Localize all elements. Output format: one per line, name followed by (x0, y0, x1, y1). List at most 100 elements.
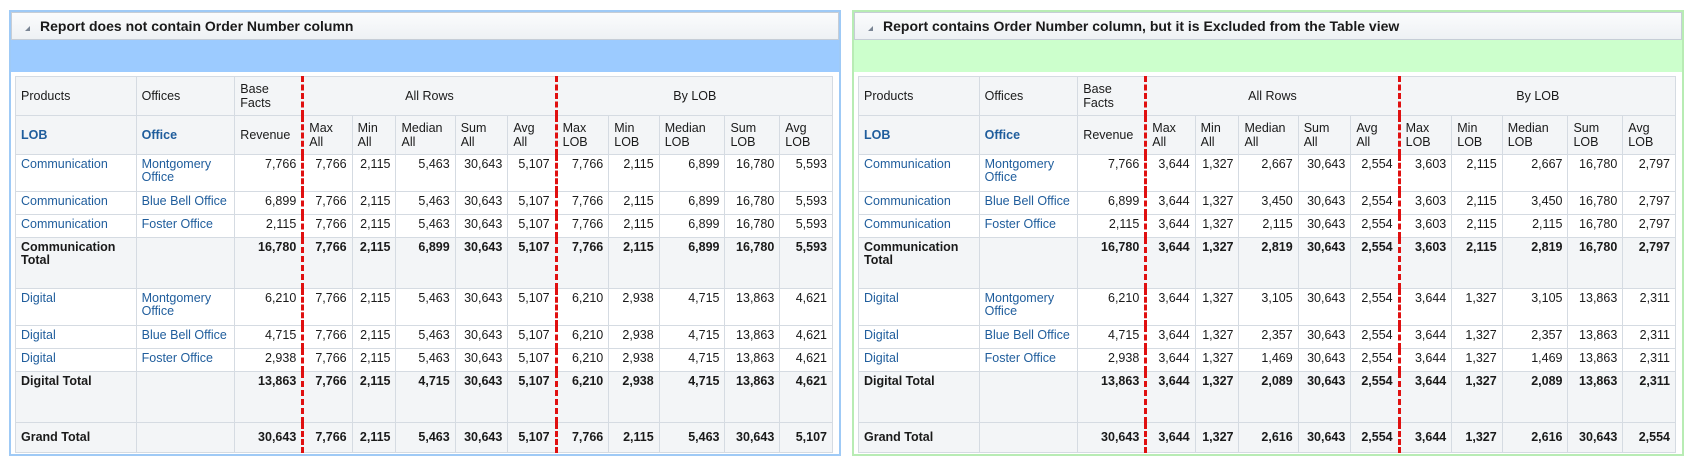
office-link[interactable]: Blue Bell Office (978, 191, 1079, 215)
value-cell: 2,554 (1350, 371, 1400, 423)
total-row: Communication Total 16,780 7,766 2,115 6,899… (15, 237, 833, 289)
office-link[interactable]: Foster Office (135, 214, 236, 238)
value-cell: 7,766 (301, 348, 353, 372)
lob-link[interactable]: Digital (15, 325, 137, 349)
value-cell: 3,644 (1397, 288, 1453, 326)
value-cell: 5,463 (395, 348, 456, 372)
lob-link[interactable]: Digital (858, 325, 980, 349)
value-cell: 30,643 (1297, 288, 1352, 326)
value-cell: 5,107 (507, 348, 557, 372)
empty-cell (978, 422, 1079, 453)
office-link[interactable]: Blue Bell Office (135, 325, 236, 349)
report-panel-left: Report does not contain Order Number col… (9, 10, 841, 456)
total-label: Grand Total (15, 422, 137, 453)
value-cell: 2,554 (1622, 422, 1676, 453)
base-facts-header: Base Facts (1077, 76, 1147, 116)
value-cell: 13,863 (1077, 371, 1147, 423)
value-cell: 16,780 (1567, 154, 1624, 192)
value-cell: 3,105 (1501, 288, 1569, 326)
office-link[interactable]: Foster Office (978, 348, 1079, 372)
value-cell: 30,643 (1297, 348, 1352, 372)
value-cell: 30,643 (724, 422, 781, 453)
office-link[interactable]: Montgomery Office (978, 154, 1079, 192)
value-cell: 4,621 (779, 325, 833, 349)
value-cell: 3,644 (1397, 371, 1453, 423)
pivot-table: Products Offices Base Facts All Rows By LOB L… (858, 76, 1677, 453)
value-cell: 2,667 (1238, 154, 1299, 192)
report-panel-right: Report contains Order Number column, but… (852, 10, 1684, 456)
lob-link[interactable]: Communication (15, 191, 137, 215)
collapse-triangle-icon[interactable] (863, 25, 873, 31)
value-cell: 5,107 (507, 214, 557, 238)
value-cell: 5,593 (779, 154, 833, 192)
value-cell: 2,311 (1622, 348, 1676, 372)
collapse-triangle-icon[interactable] (20, 25, 30, 31)
value-cell: 2,667 (1501, 154, 1569, 192)
office-link[interactable]: Montgomery Office (135, 154, 236, 192)
header-row: LOB Office Revenue Max All Min All Median All… (15, 115, 833, 155)
value-cell: 1,327 (1194, 325, 1240, 349)
value-cell: 4,715 (658, 371, 726, 423)
value-cell: 1,327 (1194, 288, 1240, 326)
value-cell: 7,766 (554, 422, 610, 453)
value-cell: 30,643 (234, 422, 304, 453)
value-cell: 3,644 (1144, 422, 1196, 453)
lob-link[interactable]: Communication (15, 214, 137, 238)
value-cell: 2,311 (1622, 325, 1676, 349)
value-cell: 6,899 (658, 214, 726, 238)
lob-link[interactable]: Communication (858, 154, 980, 192)
office-link[interactable]: Blue Bell Office (135, 191, 236, 215)
value-cell: 6,899 (395, 237, 456, 289)
lob-column-header[interactable]: LOB (858, 115, 980, 155)
color-band (11, 40, 839, 72)
value-cell: 2,938 (608, 288, 660, 326)
value-cell: 5,107 (507, 237, 557, 289)
office-link[interactable]: Foster Office (978, 214, 1079, 238)
office-link[interactable]: Montgomery Office (135, 288, 236, 326)
lob-column-header[interactable]: LOB (15, 115, 137, 155)
office-column-header[interactable]: Office (978, 115, 1079, 155)
office-column-header[interactable]: Office (135, 115, 236, 155)
office-link[interactable]: Foster Office (135, 348, 236, 372)
value-cell: 2,115 (351, 214, 397, 238)
lob-link[interactable]: Communication (15, 154, 137, 192)
value-cell: 7,766 (234, 154, 304, 192)
value-cell: 3,105 (1238, 288, 1299, 326)
value-cell: 30,643 (454, 288, 509, 326)
measure-column-header: Median LOB (1501, 115, 1569, 155)
lob-link[interactable]: Communication (858, 214, 980, 238)
panel-header[interactable]: Report contains Order Number column, but… (854, 12, 1682, 40)
lob-link[interactable]: Digital (858, 348, 980, 372)
value-cell: 16,780 (1077, 237, 1147, 289)
value-cell: 2,616 (1501, 422, 1569, 453)
value-cell: 4,715 (234, 325, 304, 349)
panel-header[interactable]: Report does not contain Order Number col… (11, 12, 839, 40)
measure-column-header: Median LOB (658, 115, 726, 155)
measure-column-header: Min All (351, 115, 397, 155)
header-row: LOB Office Revenue Max All Min All Median All… (858, 115, 1676, 155)
office-link[interactable]: Blue Bell Office (978, 325, 1079, 349)
value-cell: 3,644 (1144, 191, 1196, 215)
lob-link[interactable]: Communication (858, 191, 980, 215)
measure-column-header: Sum All (1297, 115, 1352, 155)
lob-link[interactable]: Digital (858, 288, 980, 326)
lob-link[interactable]: Digital (15, 348, 137, 372)
value-cell: 6,210 (234, 288, 304, 326)
table-row: Communication Foster Office 2,115 7,766 2,11… (15, 214, 833, 238)
value-cell: 6,899 (658, 154, 726, 192)
table-row: Digital Foster Office 2,938 7,766 2,115 5,463… (15, 348, 833, 372)
value-cell: 1,327 (1451, 288, 1503, 326)
products-header: Products (15, 76, 137, 116)
measure-column-header: Max All (1144, 115, 1196, 155)
office-link[interactable]: Montgomery Office (978, 288, 1079, 326)
value-cell: 13,863 (724, 325, 781, 349)
lob-link[interactable]: Digital (15, 288, 137, 326)
table-row: Digital Montgomery Office 6,210 7,766 2,115 5… (15, 288, 833, 326)
value-cell: 3,644 (1397, 422, 1453, 453)
value-cell: 1,327 (1194, 214, 1240, 238)
value-cell: 2,115 (351, 348, 397, 372)
value-cell: 2,311 (1622, 371, 1676, 423)
measure-column-header: Avg LOB (1622, 115, 1676, 155)
value-cell: 3,644 (1144, 371, 1196, 423)
measure-column-header: Median All (395, 115, 456, 155)
